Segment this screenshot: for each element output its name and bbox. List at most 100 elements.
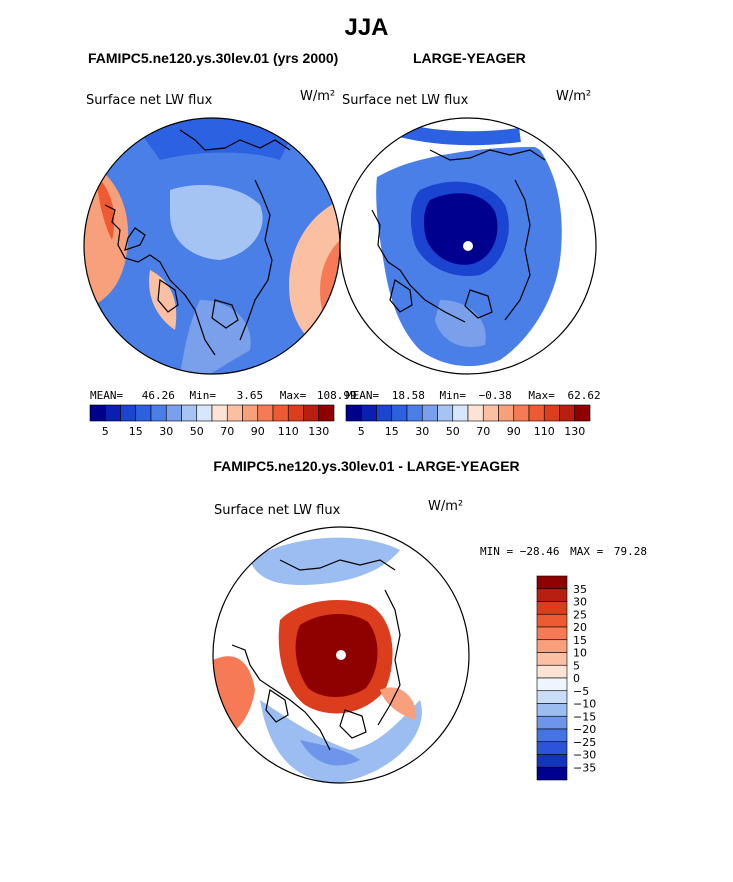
- panel1-stats: MEAN= 46.26 Min= 3.65 Max= 108.99: [90, 389, 357, 402]
- colorbar-3-tick-label: −10: [573, 698, 596, 711]
- colorbar-1-tick-label: 15: [129, 425, 143, 438]
- panel1-min-label: Min=: [189, 389, 217, 402]
- colorbar-2-swatch: [391, 404, 408, 422]
- colorbar-1-swatch: [257, 404, 274, 422]
- colorbar-1: 5 15 30 50 70 90 110 130: [89, 404, 335, 438]
- colorbar-3-swatch: [536, 766, 568, 781]
- colorbar-2-swatch: [376, 404, 393, 422]
- colorbar-3-swatch: [536, 652, 568, 666]
- panel2-units: W/m²: [556, 89, 592, 104]
- panel2-mean-label: MEAN=: [346, 389, 380, 402]
- colorbar-2-swatch: [406, 404, 423, 422]
- map2-pacific: [435, 300, 486, 348]
- colorbar-2-swatch: [360, 404, 377, 422]
- colorbar-1-swatch: [196, 404, 213, 422]
- map3: [213, 527, 469, 783]
- panel1-min-value: 3.65: [236, 389, 264, 402]
- map3-coastlines: [231, 559, 401, 751]
- colorbar-3-tick-label: −5: [573, 685, 589, 698]
- panel2-max-value: 62.62: [567, 389, 601, 402]
- colorbar-1-swatch: [181, 404, 198, 422]
- colorbar-1-tick-label: 50: [190, 425, 204, 438]
- panel3-min-label: MIN =: [480, 545, 514, 558]
- colorbar-2-swatch: [421, 404, 438, 422]
- map2: [340, 118, 596, 374]
- colorbar-1-tick-label: 70: [220, 425, 234, 438]
- colorbar-1-tick-label: 130: [308, 425, 329, 438]
- colorbar-3-tick-label: 15: [573, 634, 587, 647]
- colorbar-3-swatch: [536, 575, 568, 590]
- colorbar-3-tick-label: −30: [573, 749, 596, 762]
- colorbar-3-swatch: [536, 626, 568, 641]
- panel3-units: W/m²: [428, 499, 464, 514]
- map3-red-east: [380, 687, 416, 720]
- map1-coastlines: [104, 129, 291, 356]
- colorbar-3-swatch: [536, 601, 568, 615]
- colorbar-1-swatch: [318, 404, 335, 422]
- map2-north-strip: [398, 123, 521, 146]
- colorbar-3-tick-label: −20: [573, 723, 596, 736]
- map3-blue-south: [260, 700, 422, 783]
- map1-warm-canada: [149, 270, 177, 330]
- colorbar-3-tick-label: 0: [573, 672, 580, 685]
- map2-pole-marker: [463, 241, 473, 251]
- colorbar-2-swatch: [345, 404, 362, 422]
- panel2-stats: MEAN= 18.58 Min= −0.38 Max= 62.62: [346, 389, 601, 402]
- colorbar-3-swatch: [536, 728, 568, 743]
- map2-arctic-core: [423, 193, 498, 265]
- colorbar-2-swatch: [513, 404, 530, 422]
- colorbar-1-tick-label: 110: [278, 425, 299, 438]
- colorbar-3-swatch: [536, 639, 568, 653]
- colorbar-3-tick-label: 30: [573, 596, 587, 609]
- colorbar-3-tick-label: −15: [573, 710, 596, 723]
- colorbar-3-tick-label: 25: [573, 608, 587, 621]
- map3-blue-north: [250, 537, 400, 585]
- map1: [84, 118, 340, 374]
- colorbar-2-tick-label: 5: [358, 425, 365, 438]
- colorbar-1-tick-label: 90: [251, 425, 265, 438]
- colorbar-3-swatch: [536, 664, 568, 679]
- colorbar-1-swatch: [135, 404, 152, 422]
- colorbar-3-swatch: [536, 741, 568, 755]
- colorbar-3-tick-label: 10: [573, 647, 587, 660]
- colorbar-2-swatch: [467, 404, 484, 422]
- colorbar-1-swatch: [104, 404, 121, 422]
- colorbar-1-swatch: [165, 404, 182, 422]
- colorbar-2-swatch: [574, 404, 591, 422]
- colorbar-1-swatch: [150, 404, 167, 422]
- panel2-min-value: −0.38: [478, 389, 512, 402]
- colorbar-1-swatch: [211, 404, 228, 422]
- map2-coastlines: [371, 149, 546, 323]
- panel2-mean-value: 18.58: [391, 389, 425, 402]
- panel3-subtitle: FAMIPC5.ne120.ys.30lev.01 - LARGE-YEAGER: [213, 458, 520, 474]
- colorbar-2-tick-label: 70: [476, 425, 490, 438]
- colorbar-1-swatch: [272, 404, 289, 422]
- panel1-max-value: 108.99: [316, 389, 357, 402]
- colorbar-1-swatch: [89, 404, 106, 422]
- panel1-mean-value: 46.26: [141, 389, 175, 402]
- panel1-subtitle: FAMIPC5.ne120.ys.30lev.01 (yrs 2000): [88, 50, 339, 66]
- panel2-field-label: Surface net LW flux: [342, 93, 469, 108]
- colorbar-1-swatch: [242, 404, 259, 422]
- colorbar-1-swatch: [226, 404, 243, 422]
- panel1-units: W/m²: [300, 89, 336, 104]
- figure-title: JJA: [344, 14, 389, 41]
- panel1-field-label: Surface net LW flux: [86, 93, 213, 108]
- panel2-subtitle: LARGE-YEAGER: [413, 50, 526, 66]
- colorbar-2-swatch: [452, 404, 469, 422]
- colorbar-3-swatch: [536, 703, 568, 717]
- map2-land-west: [340, 210, 380, 320]
- colorbar-3-swatch: [536, 715, 568, 730]
- panel3-max-value: 79.28: [613, 545, 647, 558]
- colorbar-1-tick-label: 5: [102, 425, 109, 438]
- map2-border: [339, 117, 597, 375]
- colorbar-1-swatch: [287, 404, 304, 422]
- colorbar-3-tick-label: 5: [573, 659, 580, 672]
- colorbar-2-tick-label: 90: [507, 425, 521, 438]
- colorbar-3-swatch: [536, 690, 568, 704]
- panel3-field-label: Surface net LW flux: [214, 503, 341, 518]
- colorbar-1-swatch: [120, 404, 137, 422]
- colorbar-2: 5 15 30 50 70 90 110 130: [345, 404, 591, 438]
- map3-pole-marker: [336, 650, 346, 660]
